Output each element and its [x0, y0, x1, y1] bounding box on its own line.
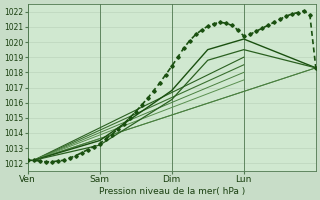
X-axis label: Pression niveau de la mer( hPa ): Pression niveau de la mer( hPa ): [99, 187, 245, 196]
